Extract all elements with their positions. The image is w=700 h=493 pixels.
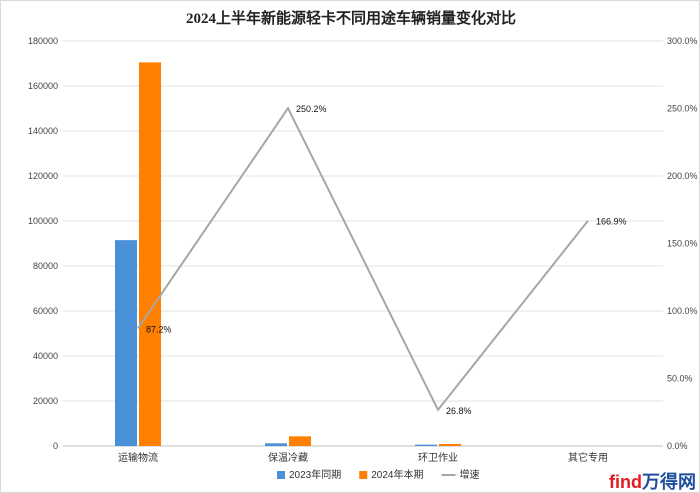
x-tick-label: 其它专用 bbox=[568, 451, 608, 464]
bar bbox=[265, 443, 287, 446]
bar bbox=[115, 240, 137, 446]
y-left-tick-label: 40000 bbox=[33, 351, 58, 361]
y-right-tick-label: 150.0% bbox=[667, 239, 698, 249]
data-label: 26.8% bbox=[446, 406, 472, 416]
y-right-tick-label: 250.0% bbox=[667, 104, 698, 114]
data-label: 166.9% bbox=[596, 217, 627, 227]
x-tick-label: 环卫作业 bbox=[418, 452, 458, 464]
watermark: find万得网 bbox=[609, 471, 696, 492]
gridlines bbox=[63, 40, 663, 447]
legend-label: 2023年同期 bbox=[289, 468, 341, 481]
y-right-tick-label: 200.0% bbox=[667, 171, 698, 181]
y-left-tick-label: 0 bbox=[53, 441, 58, 451]
y-left-tick-label: 180000 bbox=[28, 36, 58, 46]
axes: 0 20000 40000 60000 80000 100000 120000 140000 1… bbox=[28, 36, 698, 464]
y-left-tick-label: 120000 bbox=[28, 171, 58, 181]
growth-line-path bbox=[137, 106, 589, 412]
legend-label: 2024年本期 bbox=[371, 468, 423, 481]
legend-label: 增速 bbox=[460, 468, 480, 481]
chart-title: 2024上半年新能源轻卡不同用途车辆销量变化对比 bbox=[186, 9, 516, 27]
y-left-tick-label: 80000 bbox=[33, 261, 58, 271]
data-label: 87.2% bbox=[146, 324, 172, 334]
y-left-tick-label: 100000 bbox=[28, 216, 58, 226]
legend-swatch bbox=[359, 471, 368, 479]
bar bbox=[289, 436, 311, 446]
watermark-cn: 万得网 bbox=[641, 471, 696, 492]
bar bbox=[439, 443, 461, 446]
growth-line: 87.2% 250.2% 26.8% 166.9% bbox=[137, 104, 627, 416]
y-right-tick-label: 300.0% bbox=[667, 36, 698, 46]
legend-swatch bbox=[277, 471, 285, 479]
bars bbox=[115, 62, 461, 446]
y-right-tick-label: 50.0% bbox=[667, 374, 693, 384]
x-tick-label: 运输物流 bbox=[118, 451, 158, 464]
watermark-find: find bbox=[609, 472, 642, 492]
bar bbox=[139, 62, 161, 446]
x-tick-label: 保温冷藏 bbox=[268, 451, 308, 464]
y-right-tick-label: 0.0% bbox=[667, 441, 688, 451]
y-right-tick-label: 100.0% bbox=[667, 306, 698, 316]
legend: 2023年同期 2024年本期 增速 bbox=[277, 468, 480, 481]
y-left-tick-label: 60000 bbox=[33, 306, 58, 316]
svg-text:find万得网: find万得网 bbox=[609, 471, 696, 492]
y-left-tick-label: 20000 bbox=[33, 396, 58, 406]
y-left-tick-label: 140000 bbox=[28, 126, 58, 136]
bar bbox=[415, 444, 437, 446]
data-label: 250.2% bbox=[296, 104, 327, 114]
y-left-tick-label: 160000 bbox=[28, 81, 58, 91]
